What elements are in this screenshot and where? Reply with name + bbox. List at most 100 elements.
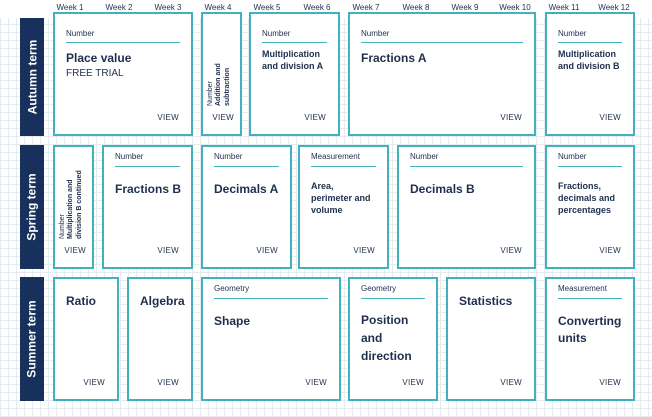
card-title: Decimals A [214, 182, 279, 196]
card-divider [361, 298, 425, 299]
view-link[interactable]: VIEW [500, 378, 522, 387]
card-divider [410, 166, 523, 167]
card-category: Number [558, 152, 587, 161]
card-title-line: and division B [558, 61, 620, 72]
view-link[interactable]: VIEW [83, 378, 105, 387]
card-category: Number [207, 81, 214, 106]
view-link[interactable]: VIEW [599, 113, 621, 122]
card-title: Area, perimeter and volume [311, 180, 379, 216]
term-label-spring: Spring term [20, 145, 44, 269]
week-header-overlay [0, 0, 652, 18]
view-link[interactable]: VIEW [64, 246, 86, 255]
view-link[interactable]: VIEW [353, 246, 375, 255]
card-title-line: units [558, 330, 587, 345]
view-link[interactable]: VIEW [500, 113, 522, 122]
view-link[interactable]: VIEW [157, 246, 179, 255]
card-category: Number [262, 29, 291, 38]
card-position-direction[interactable]: Geometry Position and direction VIEW [348, 277, 438, 401]
view-link[interactable]: VIEW [256, 246, 278, 255]
card-decimals-b[interactable]: Number Decimals B VIEW [397, 145, 536, 269]
card-title-line: Converting [558, 314, 622, 328]
card-title-line: and [361, 331, 383, 345]
week-label: Week 5 [253, 3, 281, 12]
term-label-text: Summer term [25, 300, 39, 378]
week-label: Week 6 [303, 3, 331, 12]
view-link[interactable]: VIEW [212, 113, 234, 122]
card-title-line: Multiplication [262, 49, 320, 59]
card-title: Position and direction [361, 311, 428, 365]
week-label: Week 1 [56, 3, 84, 12]
card-divider [558, 298, 622, 299]
week-label: Week 11 [548, 3, 580, 12]
card-divider [214, 166, 279, 167]
card-divider [361, 42, 523, 43]
card-title: Fractions, decimals and percentages [558, 180, 625, 216]
card-addition-subtraction[interactable]: Number Addition and subtraction VIEW [201, 12, 242, 136]
card-mult-div-a[interactable]: Number Multiplication and division A VIE… [249, 12, 340, 136]
card-mult-div-b[interactable]: Number Multiplication and division B VIE… [545, 12, 635, 136]
view-link[interactable]: VIEW [305, 378, 327, 387]
view-link[interactable]: VIEW [599, 246, 621, 255]
card-decimals-a[interactable]: Number Decimals A VIEW [201, 145, 292, 269]
card-title-line: Fractions, [558, 181, 602, 191]
week-label: Week 12 [598, 3, 630, 12]
card-title: Place value [66, 51, 132, 65]
card-title-line: and division A [262, 61, 324, 72]
card-category: Number [361, 29, 390, 38]
card-title: Ratio [66, 294, 96, 308]
term-label-summer: Summer term [20, 277, 44, 401]
term-label-text: Autumn term [25, 39, 40, 115]
week-label: Week 8 [402, 3, 430, 12]
card-ratio[interactable]: Ratio VIEW [53, 277, 119, 401]
card-title: division B continued [75, 170, 83, 239]
free-trial-label: FREE TRIAL [66, 68, 124, 79]
view-link[interactable]: VIEW [157, 378, 179, 387]
card-fractions-decimals-percentages[interactable]: Number Fractions, decimals and percentag… [545, 145, 635, 269]
card-category: Measurement [558, 284, 607, 293]
card-title: Multiplication and [67, 179, 75, 240]
card-title-line: Position [361, 313, 409, 327]
card-title: Fractions B [115, 182, 182, 196]
card-divider [558, 42, 622, 43]
card-title: Addition and [215, 63, 223, 106]
card-divider [214, 298, 328, 299]
card-statistics[interactable]: Statistics VIEW [446, 277, 536, 401]
card-fractions-b[interactable]: Number Fractions B VIEW [102, 145, 193, 269]
card-category: Geometry [214, 284, 250, 293]
card-title: Multiplication and division B [558, 48, 625, 72]
week-label: Week 7 [352, 3, 380, 12]
card-title-line: percentages [558, 205, 612, 216]
week-label: Week 9 [451, 3, 479, 12]
card-fractions-a[interactable]: Number Fractions A VIEW [348, 12, 536, 136]
card-divider [66, 42, 180, 43]
card-title: Algebra [140, 294, 185, 308]
week-label: Week 4 [204, 3, 232, 12]
card-title-line: decimals and [558, 193, 616, 204]
card-divider [558, 166, 622, 167]
card-converting-units[interactable]: Measurement Converting units VIEW [545, 277, 635, 401]
card-title-line: perimeter and [311, 193, 371, 204]
view-link[interactable]: VIEW [304, 113, 326, 122]
week-label: Week 10 [499, 3, 531, 12]
card-title-line: direction [361, 349, 412, 363]
card-shape[interactable]: Geometry Shape VIEW [201, 277, 341, 401]
card-category: Number [59, 214, 66, 239]
view-link[interactable]: VIEW [402, 378, 424, 387]
view-link[interactable]: VIEW [599, 378, 621, 387]
card-divider [262, 42, 327, 43]
card-title: subtraction [223, 67, 231, 106]
card-title: Converting units [558, 313, 625, 347]
card-category: Number [558, 29, 587, 38]
card-vertical-title: Number Addition and subtraction [207, 63, 232, 106]
card-category: Geometry [361, 284, 397, 293]
card-area-perimeter-volume[interactable]: Measurement Area, perimeter and volume V… [298, 145, 389, 269]
card-title: Decimals B [410, 182, 475, 196]
card-title-line: Area, [311, 181, 334, 191]
card-category: Number [410, 152, 439, 161]
card-algebra[interactable]: Algebra VIEW [127, 277, 193, 401]
card-place-value[interactable]: Number Place value FREE TRIAL VIEW [53, 12, 193, 136]
view-link[interactable]: VIEW [500, 246, 522, 255]
card-category: Number [66, 29, 95, 38]
card-mult-div-b-continued[interactable]: Number Multiplication and division B con… [53, 145, 94, 269]
view-link[interactable]: VIEW [157, 113, 179, 122]
